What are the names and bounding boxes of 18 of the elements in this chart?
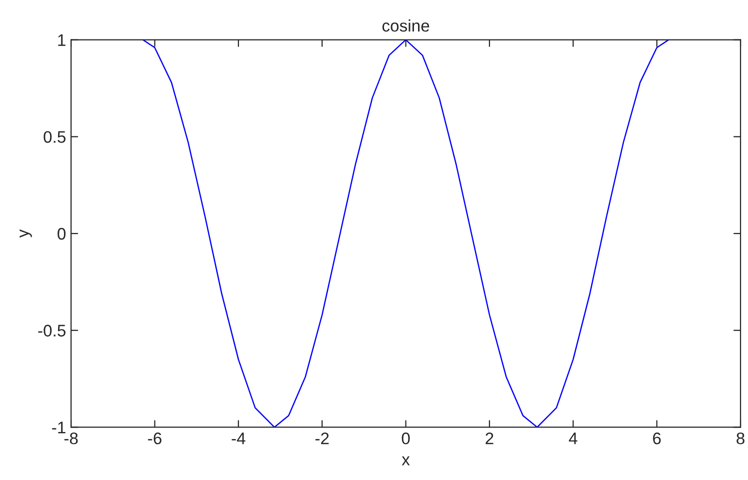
x-tick-label: 4 [568, 432, 578, 444]
x-tick-label: -8 [64, 432, 78, 444]
x-tick-label: -2 [315, 432, 329, 444]
chart-title: cosine [382, 19, 430, 32]
y-axis-title: y [20, 229, 32, 238]
y-tick-label: 0 [58, 228, 66, 240]
x-tick-label: -4 [232, 432, 246, 444]
x-tick-label: 0 [402, 432, 410, 444]
x-axis-title: x [402, 456, 410, 466]
x-tick-label: 8 [736, 432, 744, 444]
x-tick-label: -6 [148, 432, 162, 444]
x-tick-label: 6 [653, 432, 661, 444]
y-tick-label: 0.5 [44, 131, 66, 143]
y-tick-label: 1 [58, 34, 66, 46]
y-tick-label: -1 [52, 422, 66, 434]
y-tick-label: -0.5 [38, 324, 66, 337]
x-tick-label: 2 [486, 432, 494, 444]
line-series [142, 40, 670, 428]
